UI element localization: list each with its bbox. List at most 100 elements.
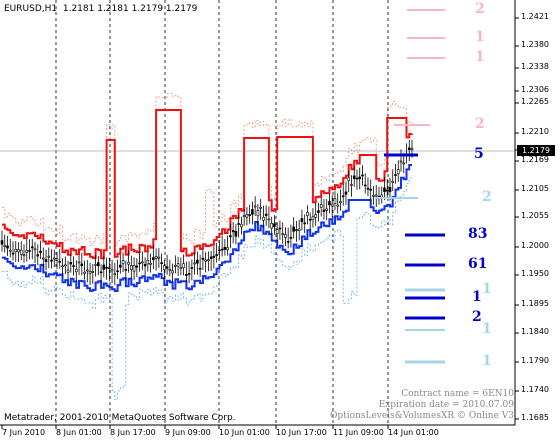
candle-body bbox=[33, 248, 37, 251]
price-tick-label: 1.1790 bbox=[521, 356, 549, 365]
candle-body bbox=[251, 209, 254, 215]
time-tick-label: 10 Jun 01:00 bbox=[219, 428, 270, 437]
candle-body bbox=[218, 249, 221, 252]
candle-body bbox=[110, 269, 114, 272]
candle-body bbox=[160, 262, 163, 264]
option-level-label: 2 bbox=[475, 1, 485, 17]
candle-body bbox=[74, 269, 78, 273]
candle-body bbox=[190, 267, 194, 269]
time-tick-label: 14 Jun 01:00 bbox=[388, 428, 439, 437]
candle-body bbox=[215, 254, 218, 256]
option-level-label: 2 bbox=[475, 116, 485, 132]
candle-body bbox=[163, 265, 166, 270]
contract-name: Contract name = 6EN10 bbox=[401, 389, 514, 399]
candle-body bbox=[207, 259, 210, 262]
candle-body bbox=[374, 194, 378, 197]
time-tick-label: 7 Jun 2010 bbox=[2, 428, 46, 437]
time-tick-label: 11 Jun 09:00 bbox=[333, 428, 384, 437]
candle-body bbox=[267, 218, 271, 221]
candle-body bbox=[226, 247, 229, 251]
price-tick-label: 1.1740 bbox=[521, 385, 549, 394]
candle-body bbox=[102, 264, 106, 270]
price-tick-label: 1.2421 bbox=[521, 12, 549, 21]
candle-body bbox=[41, 257, 45, 260]
candle-body bbox=[116, 270, 119, 273]
candle-body bbox=[303, 222, 306, 225]
candle-body bbox=[284, 234, 287, 238]
candle-body bbox=[399, 160, 403, 163]
chart-header: EURUSD,H1 1.2181 1.2181 1.2179 1.2179 bbox=[4, 4, 197, 14]
candle-body bbox=[369, 188, 373, 191]
price-tick-label: 1.2000 bbox=[521, 241, 549, 250]
candle-body bbox=[292, 226, 295, 232]
candle-body bbox=[350, 184, 353, 186]
candle-body bbox=[77, 261, 81, 264]
candle-body bbox=[355, 177, 359, 180]
upper-band-dotted bbox=[2, 93, 413, 246]
candle-body bbox=[363, 184, 367, 187]
candle-body bbox=[182, 263, 185, 268]
candle-body bbox=[44, 259, 48, 262]
candle-body bbox=[388, 187, 392, 192]
candle-body bbox=[297, 228, 301, 231]
candle-body bbox=[113, 273, 117, 276]
candle-body bbox=[124, 269, 128, 271]
candle-body bbox=[108, 267, 111, 269]
candle-body bbox=[410, 148, 414, 151]
candle-body bbox=[14, 248, 18, 253]
candle-body bbox=[50, 259, 53, 262]
option-level-label: 1 bbox=[482, 281, 492, 297]
current-price-tag: 1.2179 bbox=[517, 145, 555, 156]
candle-body bbox=[141, 261, 144, 264]
candle-body bbox=[300, 218, 304, 222]
candle-body bbox=[289, 237, 293, 239]
candle-body bbox=[325, 208, 328, 211]
candle-body bbox=[275, 229, 279, 234]
candle-body bbox=[17, 249, 20, 253]
candle-body bbox=[6, 245, 9, 249]
candle-body bbox=[0, 240, 4, 245]
candle-body bbox=[286, 241, 290, 243]
option-level-label: 1 bbox=[472, 289, 482, 305]
candle-body bbox=[333, 198, 337, 204]
candle-body bbox=[130, 265, 133, 270]
candle-body bbox=[132, 265, 136, 272]
candle-body bbox=[385, 189, 389, 192]
candle-body bbox=[273, 223, 276, 228]
indicator-name: OptionsLevels&VolumesXR © Online V3 bbox=[330, 411, 514, 421]
candle-body bbox=[94, 264, 97, 266]
candle-body bbox=[322, 209, 326, 212]
candle-body bbox=[278, 227, 282, 230]
lower-band-dotted bbox=[2, 177, 413, 400]
option-level-label: 61 bbox=[468, 256, 488, 272]
candle-body bbox=[72, 265, 75, 267]
candle-body bbox=[308, 218, 312, 221]
candle-body bbox=[223, 246, 227, 250]
price-tick-label: 1.2306 bbox=[521, 85, 549, 94]
candle-body bbox=[19, 249, 23, 255]
candle-body bbox=[22, 254, 26, 257]
candle-body bbox=[201, 257, 205, 260]
candle-body bbox=[63, 264, 67, 267]
candle-body bbox=[237, 223, 240, 225]
option-level-label: 1 bbox=[475, 49, 485, 65]
candle-body bbox=[344, 191, 348, 195]
candle-body bbox=[372, 194, 375, 197]
candle-body bbox=[317, 210, 320, 213]
candle-body bbox=[361, 174, 364, 177]
candle-body bbox=[149, 263, 152, 265]
option-level-label: 1 bbox=[482, 321, 492, 337]
candle-body bbox=[3, 245, 7, 247]
candle-body bbox=[154, 256, 158, 259]
candle-body bbox=[176, 263, 180, 267]
time-tick-label: 8 Jun 17:00 bbox=[110, 428, 156, 437]
candle-body bbox=[328, 201, 331, 206]
candle-body bbox=[179, 267, 183, 270]
price-tick-label: 1.2210 bbox=[521, 127, 549, 136]
candle-body bbox=[358, 176, 362, 180]
time-tick-label: 9 Jun 09:00 bbox=[165, 428, 211, 437]
candle-body bbox=[105, 267, 108, 269]
